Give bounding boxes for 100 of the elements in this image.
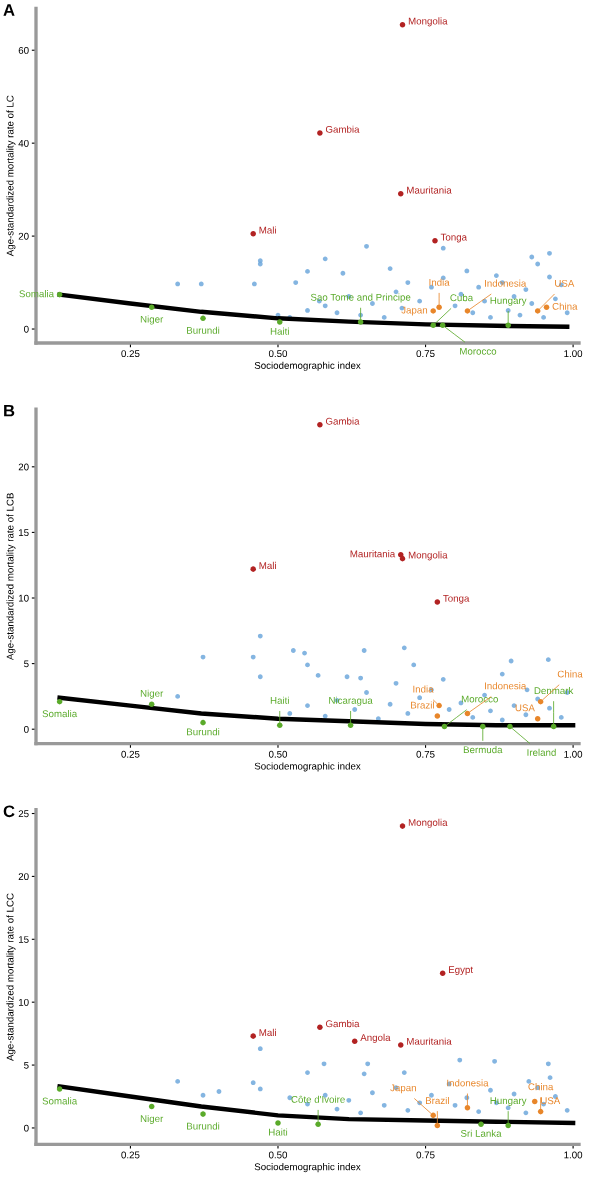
point	[440, 676, 446, 682]
point	[476, 284, 482, 290]
point	[257, 1086, 263, 1092]
point	[434, 1122, 441, 1129]
point	[558, 714, 564, 720]
point	[250, 566, 256, 572]
point	[499, 717, 505, 723]
point	[148, 701, 155, 708]
point	[397, 191, 404, 197]
point	[387, 266, 393, 272]
point	[417, 298, 423, 304]
point	[321, 1061, 327, 1067]
point	[344, 674, 350, 680]
point	[387, 701, 393, 707]
point	[250, 1080, 256, 1086]
point	[478, 1121, 484, 1127]
point	[440, 245, 446, 251]
point	[564, 310, 570, 316]
point	[452, 303, 458, 309]
point	[340, 270, 346, 276]
point	[401, 645, 407, 651]
point	[464, 710, 471, 717]
point	[381, 1102, 387, 1108]
point	[550, 723, 557, 730]
point	[56, 291, 63, 298]
point	[523, 712, 529, 718]
point	[430, 1112, 436, 1119]
point	[499, 671, 505, 677]
point	[365, 1061, 371, 1067]
point	[56, 1086, 63, 1092]
point	[464, 1105, 471, 1111]
point	[434, 599, 441, 605]
point	[543, 304, 550, 310]
point	[200, 315, 206, 322]
point	[250, 231, 256, 237]
point	[434, 713, 441, 719]
point	[347, 722, 354, 729]
point	[200, 1111, 206, 1117]
point	[535, 261, 541, 267]
point	[457, 1057, 463, 1063]
point	[315, 1121, 321, 1127]
point	[534, 308, 541, 314]
point	[198, 281, 204, 287]
point	[476, 1109, 482, 1115]
point	[317, 1024, 323, 1031]
point	[464, 308, 471, 314]
point	[358, 1110, 364, 1116]
chart-title: A	[3, 4, 15, 16]
point	[492, 1058, 498, 1064]
point	[346, 1097, 352, 1103]
point	[393, 680, 399, 686]
point	[322, 303, 328, 309]
point	[480, 723, 486, 730]
point	[430, 322, 436, 329]
point	[417, 695, 423, 701]
point	[257, 1046, 263, 1052]
point	[531, 1098, 538, 1105]
point	[317, 422, 323, 428]
point	[564, 1107, 570, 1113]
point	[399, 823, 406, 829]
point	[436, 304, 442, 310]
point	[452, 1102, 458, 1108]
point	[334, 310, 340, 316]
point	[545, 657, 551, 663]
point	[175, 281, 181, 287]
point	[552, 296, 558, 302]
point	[275, 1120, 281, 1126]
point	[351, 1038, 358, 1044]
point	[432, 237, 438, 244]
point	[148, 304, 155, 310]
point	[322, 256, 328, 262]
chart-title: C	[3, 805, 15, 818]
point	[357, 319, 364, 325]
point	[200, 1092, 206, 1098]
point	[470, 714, 476, 720]
point	[505, 322, 511, 329]
point	[257, 674, 263, 680]
point	[470, 310, 476, 316]
point	[430, 308, 436, 314]
chart-title: B	[4, 404, 15, 417]
point	[257, 633, 263, 639]
point	[56, 698, 63, 705]
point	[276, 722, 283, 729]
point	[507, 723, 513, 730]
point	[537, 1108, 544, 1115]
point	[411, 662, 417, 668]
point	[276, 319, 283, 325]
point	[401, 1070, 407, 1076]
point	[545, 1061, 551, 1067]
point	[534, 715, 541, 722]
point	[505, 1122, 511, 1129]
point	[397, 1042, 404, 1048]
point	[317, 130, 323, 136]
point	[250, 1033, 256, 1039]
point	[439, 970, 446, 977]
point	[148, 1103, 155, 1110]
point	[547, 1075, 553, 1081]
point	[529, 254, 535, 260]
point	[405, 1107, 411, 1113]
point	[399, 21, 406, 28]
